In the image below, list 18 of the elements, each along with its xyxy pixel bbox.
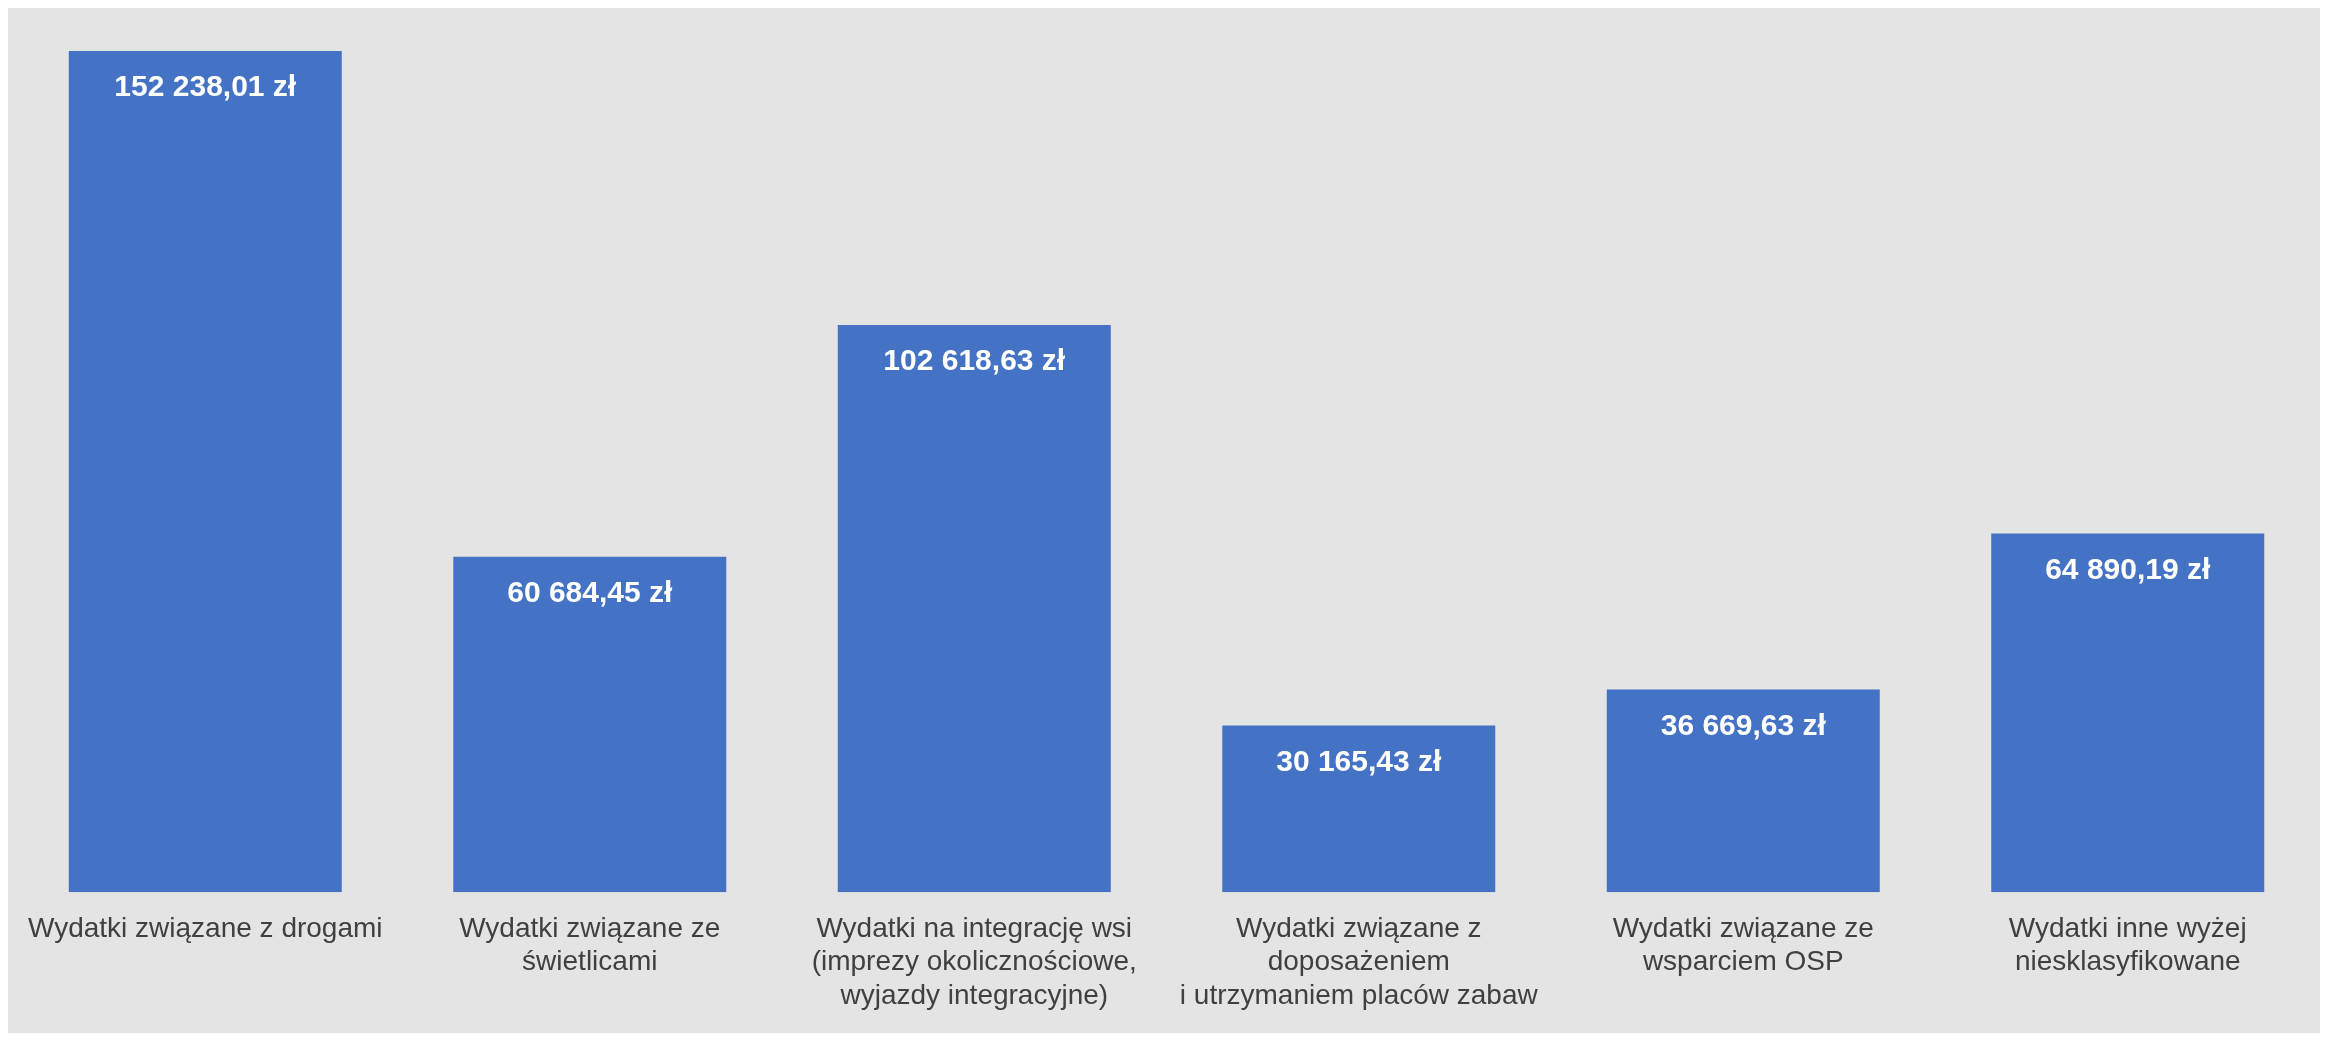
bar xyxy=(1606,689,1880,893)
x-tick-label: Wydatki inne wyżej niesklasyfikowane xyxy=(2008,911,2247,977)
x-tick-label: Wydatki związane z drogami xyxy=(28,911,383,943)
data-label: 152 238,01 zł xyxy=(114,69,297,103)
x-tick-label: Wydatki związane ze wsparciem OSP xyxy=(1612,911,1874,977)
x-tick-label: Wydatki związane ze świetlicami xyxy=(459,911,721,977)
x-tick-label: Wydatki na integrację wsi (imprezy okolicznościowe, wyjazdy integracyjne) xyxy=(811,911,1137,1010)
bar xyxy=(1222,725,1496,893)
data-label: 60 684,45 zł xyxy=(507,575,673,609)
data-label: 102 618,63 zł xyxy=(883,343,1066,377)
data-label: 36 669,63 zł xyxy=(1660,707,1827,741)
bar xyxy=(453,556,727,893)
data-label: 30 165,43 zł xyxy=(1276,743,1442,777)
bar xyxy=(1991,533,2265,893)
data-label: 64 890,19 zł xyxy=(2045,551,2211,585)
x-tick-label: Wydatki związane z doposażeniem i utrzymaniem placów zabaw xyxy=(1179,911,1539,1010)
bar xyxy=(837,325,1111,893)
bar xyxy=(68,50,342,893)
